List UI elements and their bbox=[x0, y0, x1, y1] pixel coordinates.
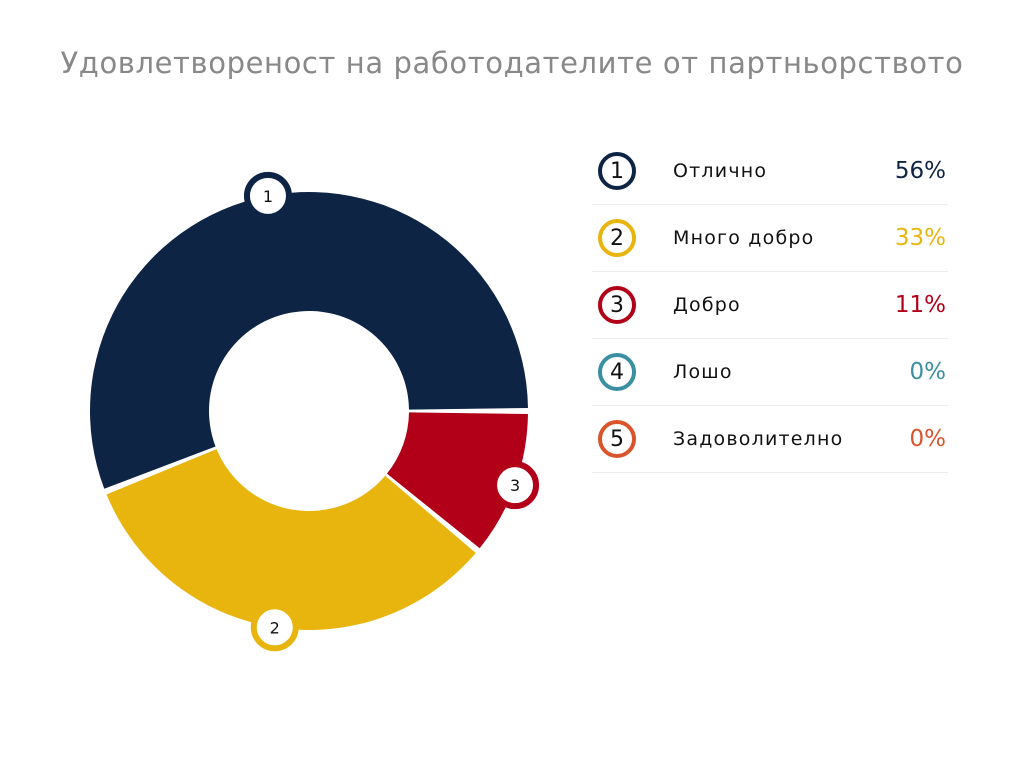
slice-marker-1 bbox=[243, 171, 292, 220]
legend-value-3: 11% bbox=[894, 292, 946, 318]
legend-label-3: Добро bbox=[673, 294, 741, 316]
legend-label-1: Отлично bbox=[673, 160, 768, 182]
slice-marker-label-3: 3 bbox=[510, 476, 520, 495]
legend-item-5: 5 Задоволително 0% bbox=[592, 406, 948, 473]
legend-marker-2: 2 bbox=[598, 219, 636, 257]
slice-2 bbox=[106, 449, 476, 630]
legend-item-2: 2 Много добро 33% bbox=[592, 205, 948, 272]
legend-item-3: 3 Добро 11% bbox=[592, 272, 948, 339]
slice-marker-2 bbox=[250, 603, 299, 652]
slice-marker-label-2: 2 bbox=[270, 618, 280, 637]
legend-item-1: 1 Отлично 56% bbox=[592, 138, 948, 205]
legend-value-2: 33% bbox=[894, 225, 946, 251]
legend-label-5: Задоволително bbox=[673, 428, 844, 450]
legend-item-4: 4 Лошо 0% bbox=[592, 339, 948, 406]
legend-marker-3: 3 bbox=[598, 286, 636, 324]
legend-value-1: 56% bbox=[894, 158, 946, 184]
chart-title: Удовлетвореност на работодателите от пар… bbox=[60, 46, 964, 80]
legend-value-5: 0% bbox=[909, 426, 947, 452]
slice-marker-label-1: 1 bbox=[263, 187, 273, 206]
legend: 1 Отлично 56% 2 Много добро 33% 3 Добро 11% 4 Лошо… bbox=[592, 138, 948, 473]
legend-marker-1: 1 bbox=[598, 152, 636, 190]
slice-1 bbox=[89, 191, 528, 489]
slice-3 bbox=[386, 412, 528, 549]
donut-chart: 1 2 3 bbox=[89, 171, 540, 652]
legend-marker-5: 5 bbox=[598, 420, 636, 458]
legend-label-2: Много добро bbox=[673, 227, 815, 249]
legend-value-4: 0% bbox=[909, 359, 947, 385]
slice-marker-3 bbox=[491, 461, 540, 510]
legend-marker-4: 4 bbox=[598, 353, 636, 391]
legend-label-4: Лошо bbox=[673, 361, 733, 383]
